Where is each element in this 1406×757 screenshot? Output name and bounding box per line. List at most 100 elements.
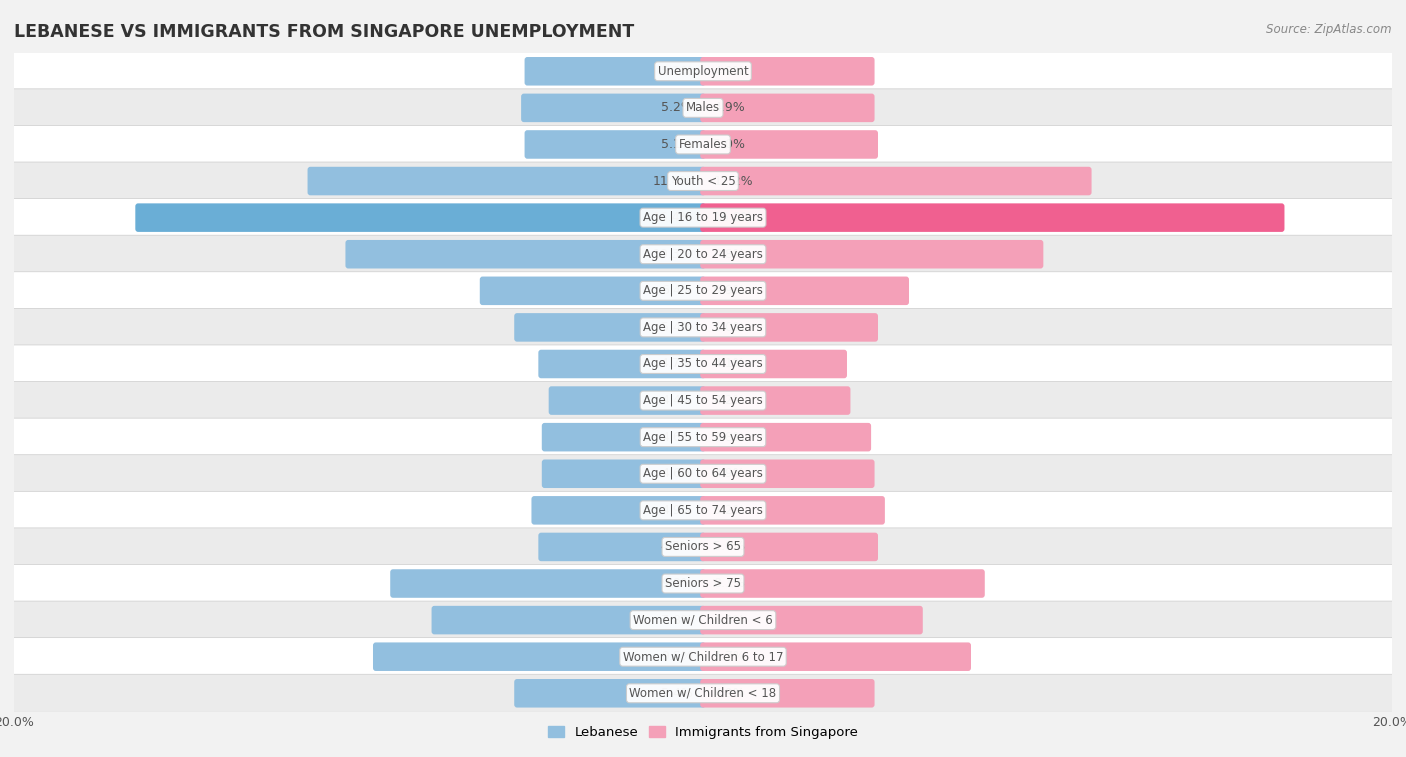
FancyBboxPatch shape — [14, 52, 1392, 90]
Text: Age | 20 to 24 years: Age | 20 to 24 years — [643, 248, 763, 260]
FancyBboxPatch shape — [700, 240, 1043, 269]
FancyBboxPatch shape — [14, 308, 1392, 347]
Text: Males: Males — [686, 101, 720, 114]
FancyBboxPatch shape — [14, 601, 1392, 639]
FancyBboxPatch shape — [14, 637, 1392, 676]
Text: 4.2%: 4.2% — [713, 394, 745, 407]
FancyBboxPatch shape — [700, 313, 877, 341]
FancyBboxPatch shape — [14, 418, 1392, 456]
FancyBboxPatch shape — [700, 57, 875, 86]
Text: 5.0%: 5.0% — [713, 321, 745, 334]
FancyBboxPatch shape — [538, 533, 706, 561]
FancyBboxPatch shape — [700, 459, 875, 488]
FancyBboxPatch shape — [373, 643, 706, 671]
FancyBboxPatch shape — [524, 57, 706, 86]
FancyBboxPatch shape — [700, 606, 922, 634]
FancyBboxPatch shape — [548, 386, 706, 415]
Text: 5.4%: 5.4% — [661, 687, 693, 699]
FancyBboxPatch shape — [522, 94, 706, 122]
Text: Women w/ Children 6 to 17: Women w/ Children 6 to 17 — [623, 650, 783, 663]
Text: 16.8%: 16.8% — [713, 211, 754, 224]
Text: Seniors > 75: Seniors > 75 — [665, 577, 741, 590]
Legend: Lebanese, Immigrants from Singapore: Lebanese, Immigrants from Singapore — [543, 721, 863, 744]
Text: Women w/ Children < 6: Women w/ Children < 6 — [633, 614, 773, 627]
Text: 4.4%: 4.4% — [661, 394, 693, 407]
FancyBboxPatch shape — [14, 674, 1392, 712]
Text: Age | 55 to 59 years: Age | 55 to 59 years — [643, 431, 763, 444]
Text: Seniors > 65: Seniors > 65 — [665, 540, 741, 553]
Text: 4.9%: 4.9% — [661, 504, 693, 517]
FancyBboxPatch shape — [515, 679, 706, 708]
FancyBboxPatch shape — [700, 496, 884, 525]
FancyBboxPatch shape — [391, 569, 706, 598]
FancyBboxPatch shape — [700, 569, 984, 598]
FancyBboxPatch shape — [14, 345, 1392, 383]
FancyBboxPatch shape — [14, 528, 1392, 566]
Text: 4.6%: 4.6% — [661, 431, 693, 444]
FancyBboxPatch shape — [700, 350, 846, 378]
FancyBboxPatch shape — [700, 643, 972, 671]
Text: 9.0%: 9.0% — [661, 577, 693, 590]
Text: Age | 60 to 64 years: Age | 60 to 64 years — [643, 467, 763, 480]
Text: 4.6%: 4.6% — [661, 467, 693, 480]
Text: 8.1%: 8.1% — [713, 577, 745, 590]
Text: 6.3%: 6.3% — [713, 614, 745, 627]
Text: 5.0%: 5.0% — [713, 138, 745, 151]
Text: 6.4%: 6.4% — [661, 285, 693, 298]
Text: Age | 16 to 19 years: Age | 16 to 19 years — [643, 211, 763, 224]
Text: 5.1%: 5.1% — [661, 65, 693, 78]
Text: 10.3%: 10.3% — [652, 248, 693, 260]
FancyBboxPatch shape — [14, 272, 1392, 310]
Text: Age | 35 to 44 years: Age | 35 to 44 years — [643, 357, 763, 370]
FancyBboxPatch shape — [700, 130, 877, 159]
FancyBboxPatch shape — [524, 130, 706, 159]
Text: 9.8%: 9.8% — [713, 248, 745, 260]
Text: 7.7%: 7.7% — [713, 650, 745, 663]
FancyBboxPatch shape — [14, 162, 1392, 200]
Text: 5.4%: 5.4% — [661, 321, 693, 334]
FancyBboxPatch shape — [346, 240, 706, 269]
Text: Females: Females — [679, 138, 727, 151]
FancyBboxPatch shape — [700, 167, 1091, 195]
Text: LEBANESE VS IMMIGRANTS FROM SINGAPORE UNEMPLOYMENT: LEBANESE VS IMMIGRANTS FROM SINGAPORE UN… — [14, 23, 634, 41]
Text: Unemployment: Unemployment — [658, 65, 748, 78]
Text: 4.9%: 4.9% — [713, 65, 745, 78]
FancyBboxPatch shape — [541, 423, 706, 451]
Text: Women w/ Children < 18: Women w/ Children < 18 — [630, 687, 776, 699]
FancyBboxPatch shape — [14, 382, 1392, 419]
FancyBboxPatch shape — [14, 565, 1392, 603]
FancyBboxPatch shape — [14, 455, 1392, 493]
Text: 9.5%: 9.5% — [661, 650, 693, 663]
FancyBboxPatch shape — [14, 235, 1392, 273]
FancyBboxPatch shape — [538, 350, 706, 378]
Text: 11.2%: 11.2% — [713, 175, 754, 188]
Text: 7.8%: 7.8% — [661, 614, 693, 627]
Text: 5.9%: 5.9% — [713, 285, 745, 298]
FancyBboxPatch shape — [700, 679, 875, 708]
Text: 11.4%: 11.4% — [652, 175, 693, 188]
FancyBboxPatch shape — [700, 276, 910, 305]
FancyBboxPatch shape — [14, 198, 1392, 237]
FancyBboxPatch shape — [700, 204, 1285, 232]
Text: 4.9%: 4.9% — [713, 101, 745, 114]
FancyBboxPatch shape — [541, 459, 706, 488]
Text: Youth < 25: Youth < 25 — [671, 175, 735, 188]
FancyBboxPatch shape — [14, 491, 1392, 529]
Text: Source: ZipAtlas.com: Source: ZipAtlas.com — [1267, 23, 1392, 36]
FancyBboxPatch shape — [531, 496, 706, 525]
Text: 5.0%: 5.0% — [713, 540, 745, 553]
Text: 4.9%: 4.9% — [713, 687, 745, 699]
Text: 4.7%: 4.7% — [661, 357, 693, 370]
FancyBboxPatch shape — [135, 204, 706, 232]
FancyBboxPatch shape — [515, 313, 706, 341]
Text: 5.2%: 5.2% — [661, 101, 693, 114]
FancyBboxPatch shape — [308, 167, 706, 195]
Text: 5.1%: 5.1% — [661, 138, 693, 151]
FancyBboxPatch shape — [700, 386, 851, 415]
Text: Age | 30 to 34 years: Age | 30 to 34 years — [643, 321, 763, 334]
FancyBboxPatch shape — [479, 276, 706, 305]
Text: 16.4%: 16.4% — [652, 211, 693, 224]
FancyBboxPatch shape — [14, 126, 1392, 164]
FancyBboxPatch shape — [14, 89, 1392, 127]
Text: 4.8%: 4.8% — [713, 431, 745, 444]
